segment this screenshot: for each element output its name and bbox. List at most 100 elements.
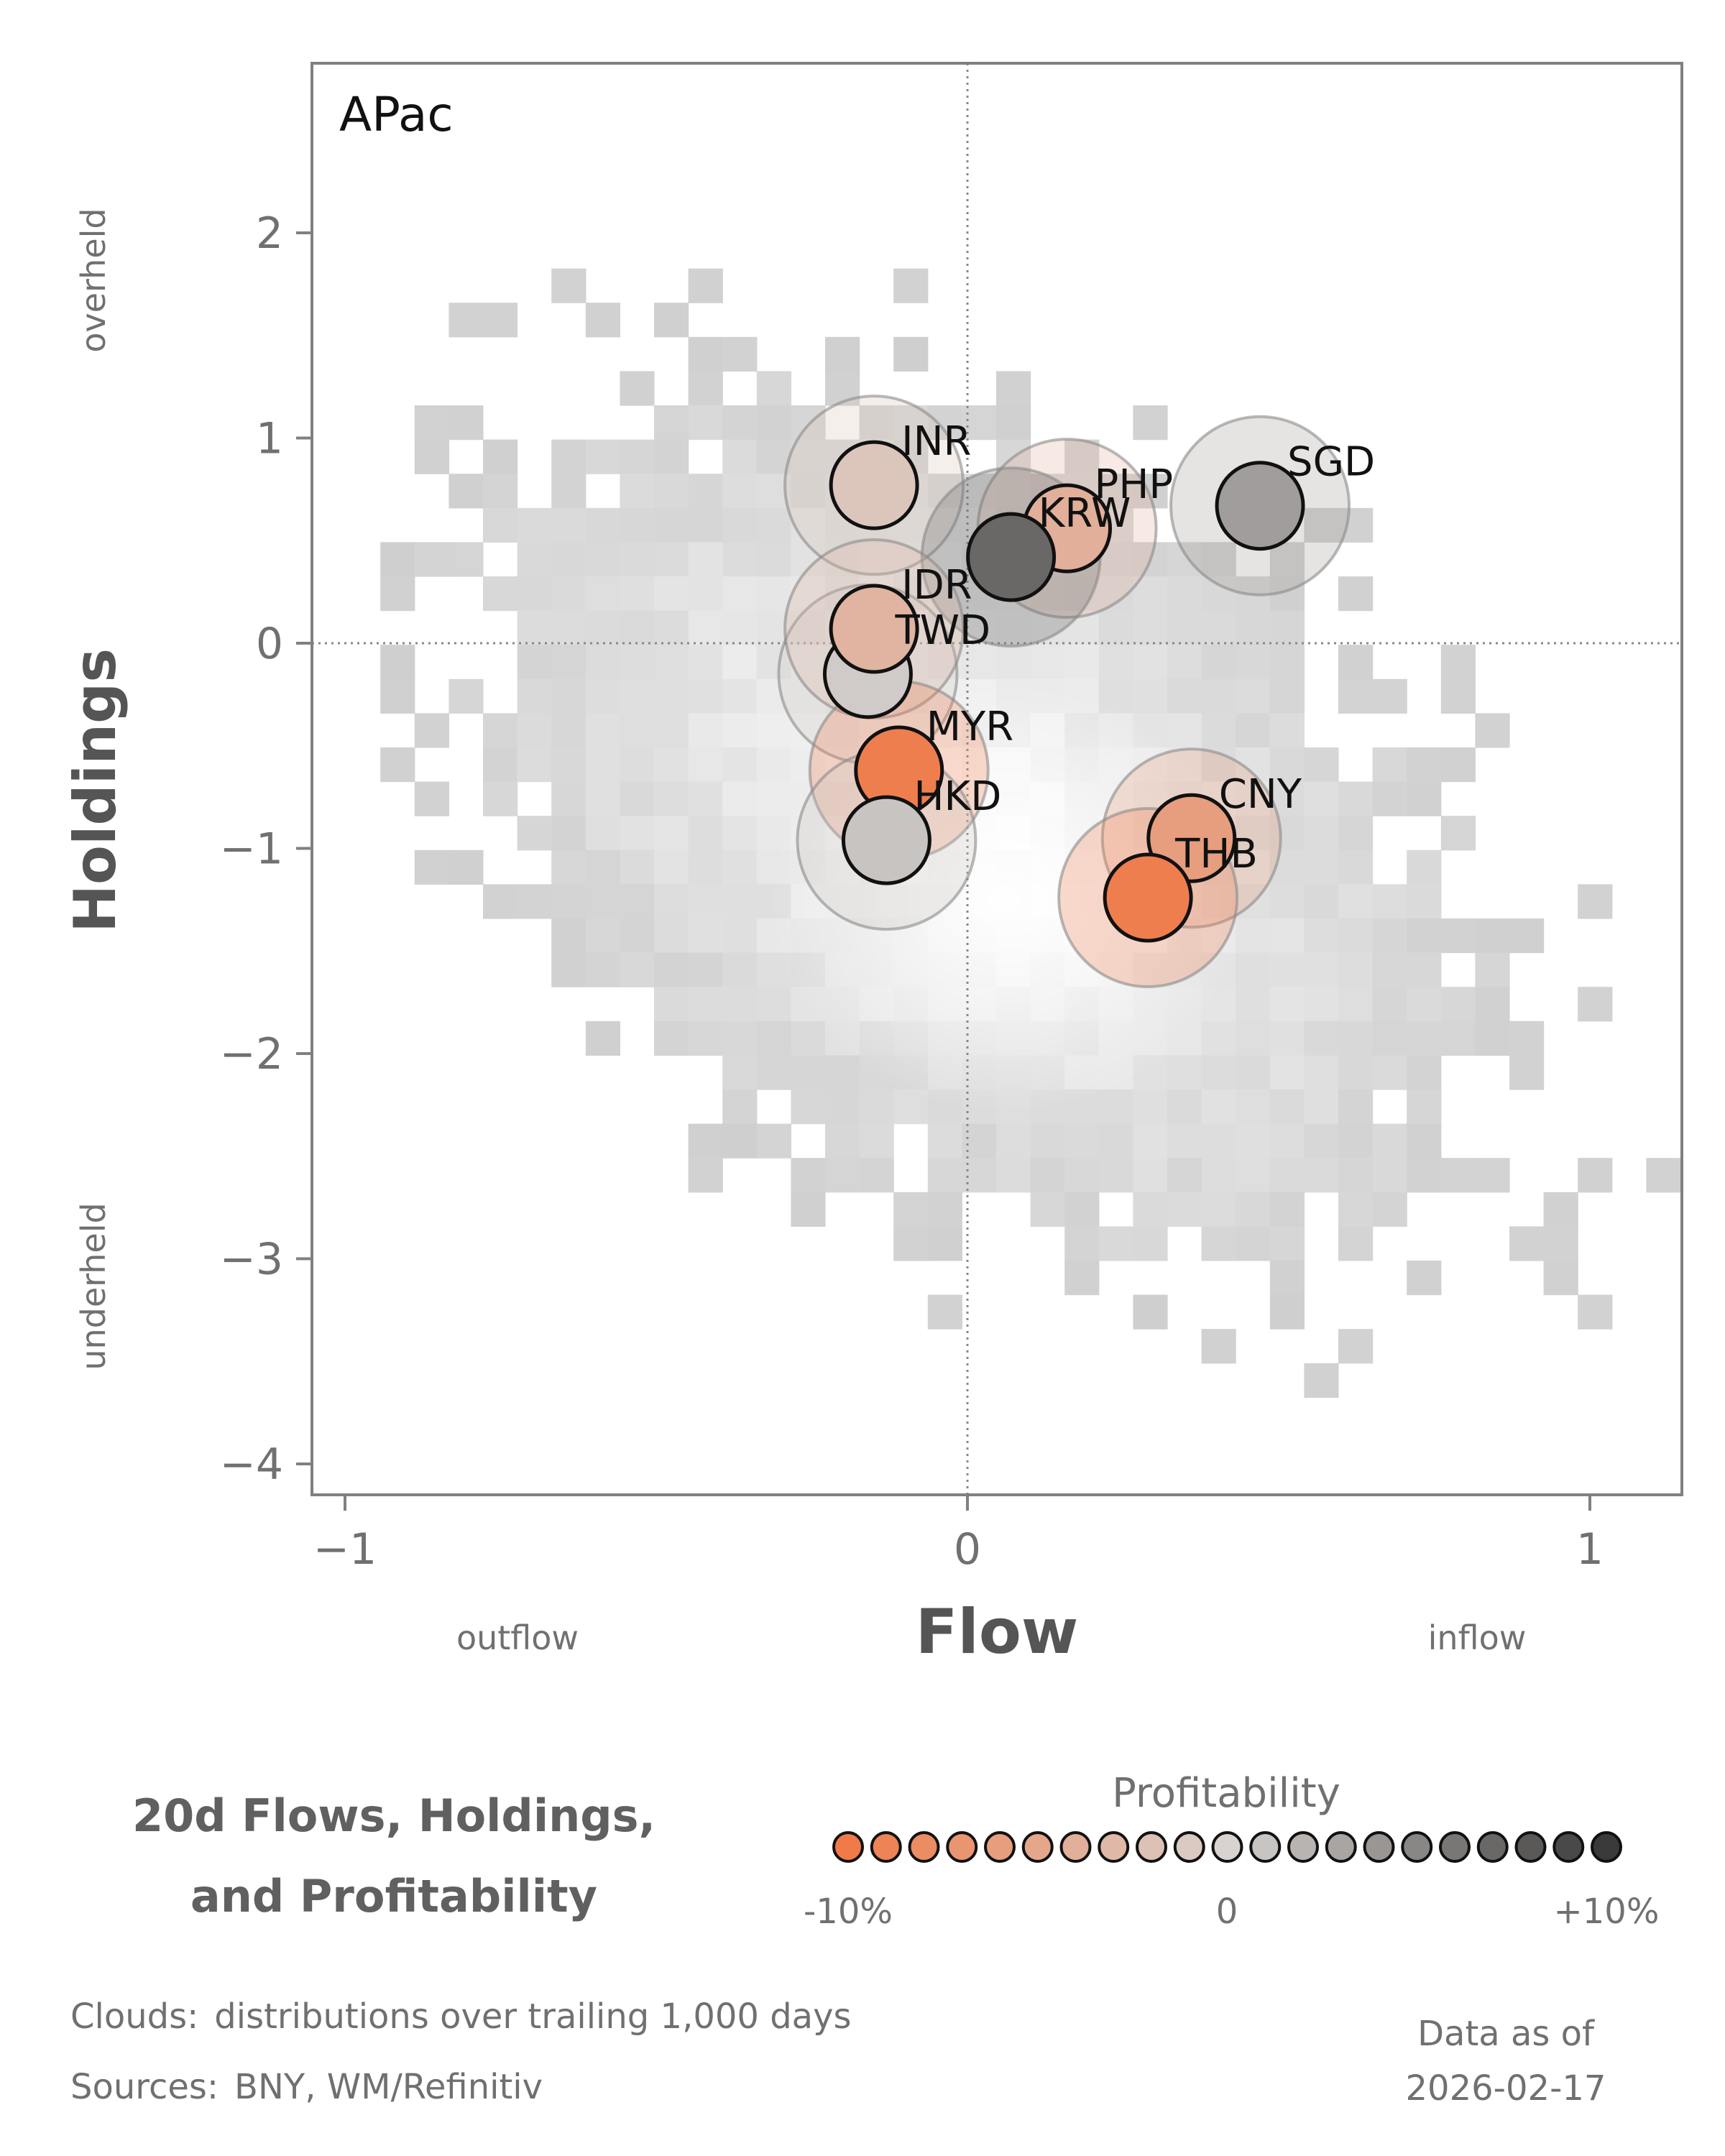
density-cell: [996, 1158, 1031, 1193]
density-cell: [1064, 1226, 1100, 1261]
density-cell: [756, 645, 791, 680]
density-cell: [688, 884, 723, 919]
marker-sgd: [1215, 461, 1305, 551]
density-cell: [551, 268, 586, 303]
density-cell: [585, 645, 620, 680]
x-tick-label: 0: [954, 1524, 981, 1575]
density-cell: [756, 747, 791, 783]
density-cell: [1133, 1192, 1168, 1227]
density-cell: [585, 816, 620, 851]
density-cell: [688, 507, 723, 543]
y-tick-label: 1: [256, 414, 283, 464]
density-cell: [517, 507, 552, 543]
density-cell: [688, 268, 723, 303]
density-cell: [688, 952, 723, 987]
density-cell: [517, 576, 552, 612]
density-cell: [380, 678, 415, 714]
density-cell: [791, 405, 826, 441]
density-cell: [722, 918, 758, 954]
density-cell: [1304, 987, 1339, 1022]
density-cell: [1167, 713, 1202, 748]
density-cell: [791, 678, 826, 714]
density-cell: [1475, 713, 1510, 748]
footer-sources: Sources: BNY, WM/Refinitiv: [70, 2067, 543, 2107]
density-cell: [1338, 576, 1374, 612]
density-cell: [448, 849, 484, 885]
density-cell: [483, 474, 518, 509]
density-cell: [1304, 816, 1339, 851]
density-cell: [414, 405, 449, 441]
density-cell: [1372, 987, 1407, 1022]
colorbar-swatch: [832, 1831, 864, 1863]
density-cell: [551, 474, 586, 509]
colorbar-swatch: [984, 1831, 1016, 1863]
density-cell: [688, 918, 723, 954]
density-cell: [688, 747, 723, 783]
density-cell: [654, 678, 689, 714]
density-cell: [1338, 1226, 1374, 1261]
density-cell: [585, 610, 620, 645]
y-annotation-underheld: underheld: [74, 1202, 113, 1370]
density-cell: [551, 918, 586, 954]
density-cell: [1475, 987, 1510, 1022]
density-cell: [1201, 1055, 1236, 1090]
density-cell: [1578, 1158, 1613, 1193]
density-cell: [448, 678, 484, 714]
colorbar-swatches: [832, 1831, 1622, 1863]
density-cell: [1578, 987, 1613, 1022]
density-cell: [688, 542, 723, 577]
panel-label: APac: [339, 87, 454, 142]
density-cell: [1440, 987, 1476, 1022]
density-cell: [1167, 1055, 1202, 1090]
density-cell: [654, 542, 689, 577]
density-cell: [414, 713, 449, 748]
density-cell: [1338, 849, 1374, 885]
density-cell: [756, 405, 791, 441]
density-cell: [688, 1123, 723, 1158]
marker-idr: [829, 584, 919, 674]
x-axis-label: Flow: [916, 1596, 1079, 1668]
density-cell: [1338, 1158, 1374, 1193]
density-cell: [722, 1123, 758, 1158]
density-cell: [1338, 1329, 1374, 1364]
density-cell: [1133, 405, 1168, 441]
density-cell: [1236, 1192, 1271, 1227]
colorbar-swatch: [1325, 1831, 1357, 1863]
density-cell: [1407, 884, 1442, 919]
density-cell: [551, 884, 586, 919]
density-cell: [1167, 1123, 1202, 1158]
density-cell: [1407, 1089, 1442, 1125]
density-cell: [1133, 645, 1168, 680]
density-cell: [1440, 645, 1476, 680]
density-cell: [585, 576, 620, 612]
density-cell: [688, 371, 723, 406]
density-cell: [1440, 678, 1476, 714]
density-cell: [483, 884, 518, 919]
density-cell: [1269, 1055, 1305, 1090]
density-cell: [1304, 884, 1339, 919]
density-cell: [654, 816, 689, 851]
density-cell: [1372, 678, 1407, 714]
density-cell: [1475, 952, 1510, 987]
density-cell: [1338, 987, 1374, 1022]
density-cell: [893, 1226, 929, 1261]
density-cell: [620, 781, 655, 816]
density-cell: [1543, 1261, 1578, 1296]
density-cell: [1269, 1192, 1305, 1227]
density-cell: [756, 1123, 791, 1158]
density-cell: [620, 610, 655, 645]
density-cell: [1098, 474, 1133, 509]
density-cell: [1407, 1261, 1442, 1296]
density-cell: [688, 645, 723, 680]
density-cell: [1338, 816, 1374, 851]
density-cell: [1407, 918, 1442, 954]
marker-inr: [829, 440, 919, 530]
density-cell: [996, 610, 1031, 645]
density-cell: [620, 952, 655, 987]
density-cell: [1236, 713, 1271, 748]
density-cell: [722, 336, 758, 372]
density-cell: [1133, 1158, 1168, 1193]
density-cell: [1269, 1158, 1305, 1193]
density-cell: [620, 918, 655, 954]
